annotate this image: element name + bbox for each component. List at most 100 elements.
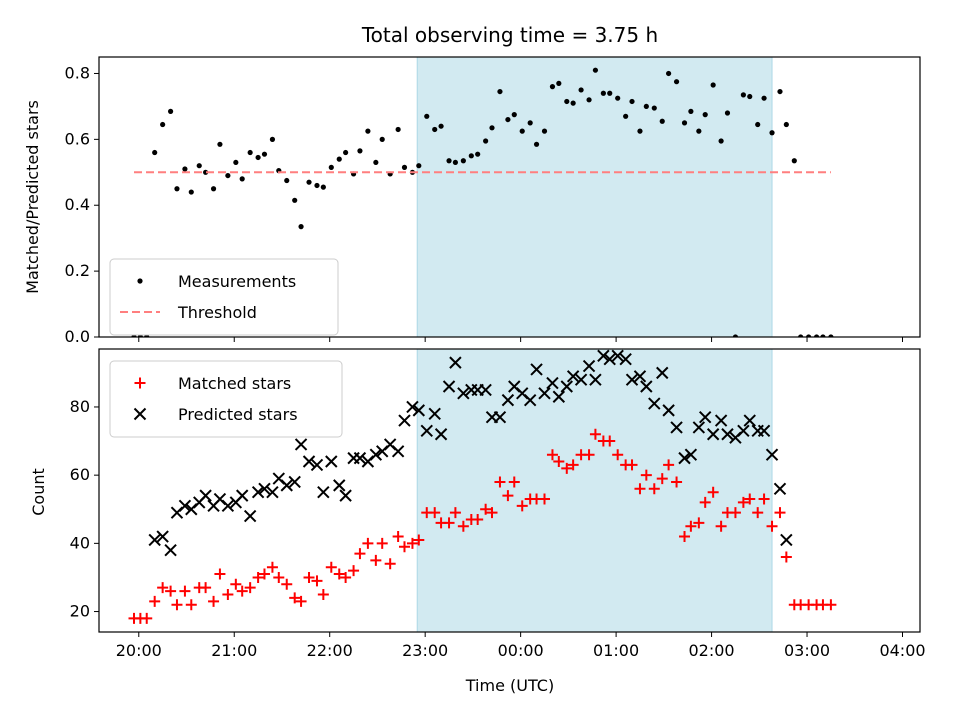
x-tick-label: 03:00	[784, 641, 830, 660]
measurement-point	[416, 163, 422, 169]
measurement-point	[343, 149, 349, 156]
x-tick-label: 20:00	[116, 641, 162, 660]
plot-area	[131, 57, 834, 337]
predicted-star-point	[611, 349, 624, 363]
predicted-star-point	[603, 353, 616, 366]
predicted-star-point	[765, 448, 779, 461]
matched-star-point	[354, 548, 366, 560]
predicted-star-point	[221, 499, 235, 513]
predicted-star-point	[243, 509, 257, 523]
x-tick-label: 02:00	[689, 641, 735, 660]
matched-star-point	[685, 520, 697, 532]
measurement-point	[203, 169, 209, 175]
count-panel: 20 40 60 80 20:00 21:00 22:00 23:00 00:00 01:00 02…	[70, 348, 926, 660]
measurement-point	[357, 148, 363, 154]
measurement-point	[152, 149, 158, 156]
y-tick-label: 0.2	[65, 261, 90, 280]
measurement-point	[306, 179, 312, 185]
matched-star-point	[766, 520, 778, 532]
matched-star-point	[222, 588, 234, 600]
predicted-star-point	[619, 353, 632, 366]
measurement-point	[497, 88, 503, 95]
matched-star-point	[825, 599, 837, 611]
matched-star-point	[508, 476, 520, 488]
matched-star-point	[648, 483, 660, 495]
matched-star-point	[494, 476, 506, 488]
measurement-point	[365, 128, 371, 134]
predicted-star-point	[235, 489, 249, 502]
measurement-point	[777, 88, 783, 95]
matched-star-point	[656, 473, 668, 485]
legend-box	[109, 360, 343, 438]
predicted-star-point	[442, 380, 456, 393]
matched-star-point	[758, 493, 770, 505]
matched-star-point	[340, 571, 352, 583]
predicted-star-point	[692, 421, 706, 434]
observation-window-shade	[416, 57, 773, 337]
measurement-point	[732, 334, 739, 337]
matched-star-point	[663, 459, 675, 471]
matched-star-point	[671, 476, 683, 488]
matched-star-point	[729, 507, 741, 519]
measurement-point	[489, 125, 495, 131]
matched-star-point	[317, 588, 329, 600]
predicted-star-point	[721, 428, 734, 441]
predicted-star-point	[640, 380, 653, 393]
ratio-panel: 0.0 0.2 0.4 0.6 0.8 Measurements Threshold	[65, 56, 921, 346]
matched-star-point	[281, 578, 293, 590]
measurement-point	[460, 158, 466, 164]
predicted-star-point	[566, 370, 580, 383]
measurement-point	[696, 128, 702, 134]
matched-star-point	[539, 493, 551, 505]
matched-star-point	[626, 459, 638, 471]
measurement-point	[791, 158, 797, 164]
matched-star-point	[325, 561, 337, 573]
measurement-point	[643, 103, 649, 110]
matched-star-point	[370, 554, 382, 566]
matched-star-point	[737, 496, 749, 508]
measurement-point	[217, 141, 223, 147]
matched-star-point	[185, 599, 197, 611]
predicted-star-point	[178, 499, 192, 513]
matched-star-point	[200, 582, 212, 594]
measurement-point	[533, 141, 540, 147]
predicted-star-point	[398, 414, 411, 427]
series-predicted-stars	[148, 349, 793, 557]
matched-star-point	[640, 469, 652, 481]
predicted-star-point	[412, 404, 426, 417]
measurement-point	[586, 97, 592, 103]
measurement-point	[710, 82, 716, 88]
predicted-star-point	[148, 533, 161, 547]
matched-star-point	[744, 493, 756, 505]
measurement-point	[600, 90, 606, 96]
matched-star-point	[252, 571, 264, 583]
y-tick-label: 0.4	[65, 195, 90, 214]
matched-star-point	[707, 486, 719, 498]
predicted-star-point	[648, 397, 661, 410]
matched-star-point	[567, 459, 579, 471]
matched-star-point	[429, 507, 441, 519]
predicted-star-point	[714, 414, 728, 427]
predicted-star-point	[560, 380, 573, 393]
predicted-star-point	[479, 383, 492, 397]
matched-star-point	[780, 551, 792, 563]
predicted-star-point	[656, 366, 669, 380]
legend-label: Threshold	[177, 303, 257, 322]
y-tick-label: 80	[70, 397, 90, 416]
legend-marker	[134, 377, 146, 389]
measurement-point	[718, 138, 724, 144]
measurement-point	[798, 334, 804, 337]
predicted-star-point	[773, 482, 787, 496]
measurement-point	[607, 90, 613, 96]
measurement-point	[160, 121, 166, 128]
predicted-star-point	[582, 359, 596, 373]
measurement-point	[592, 67, 599, 73]
legend-marker	[137, 278, 143, 284]
matched-star-point	[376, 537, 388, 549]
predicted-star-point	[574, 373, 588, 386]
predicted-star-point	[266, 485, 279, 499]
x-tick-label: 00:00	[498, 641, 544, 660]
matched-star-point	[457, 520, 469, 532]
measurement-point	[820, 334, 826, 337]
